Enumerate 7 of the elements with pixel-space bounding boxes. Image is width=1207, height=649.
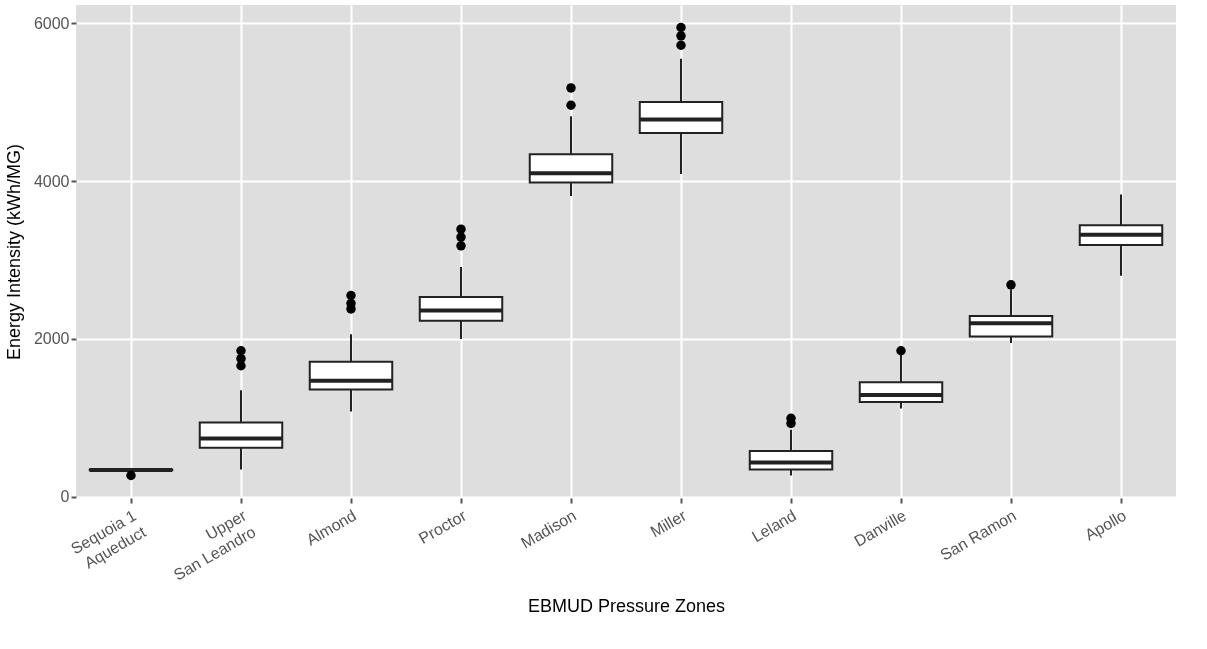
x-tick-label: Miller	[647, 506, 690, 541]
y-tick-label: 2000	[33, 330, 70, 348]
y-axis-title: Energy Intensity (kWh/MG)	[3, 143, 24, 361]
y-tick-label: 0	[60, 488, 70, 506]
x-axis-title: EBMUD Pressure Zones	[527, 595, 726, 616]
y-tick-label: 4000	[33, 172, 70, 190]
y-tick-label: 6000	[33, 14, 70, 32]
